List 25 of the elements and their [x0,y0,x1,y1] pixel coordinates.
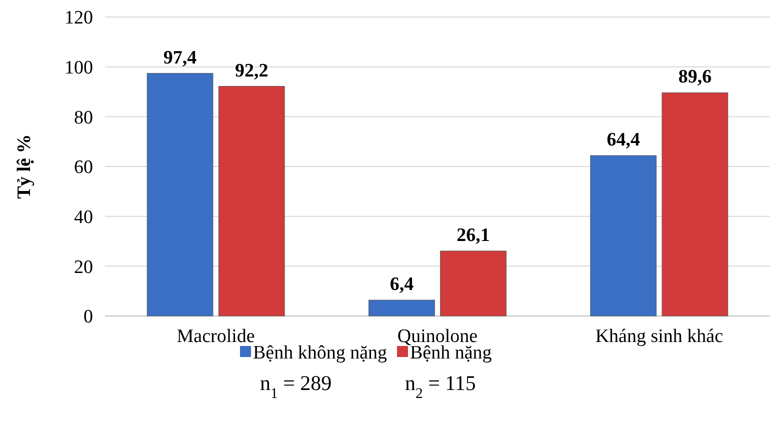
data-label: 6,4 [390,274,414,296]
bar [368,300,435,316]
bar [218,86,285,316]
bar [146,73,214,316]
text: n$_{1}$ = 289 [260,371,332,402]
y-axis-title: Tỷ lệ % [14,134,35,199]
y-tick-label: 120 [64,8,93,29]
y-tick-label: 0 [84,306,93,328]
data-label: 64,4 [606,130,640,151]
x-tick-label: Kháng sinh khác [595,326,724,347]
bar [440,250,506,316]
y-tick-label: 60 [74,157,93,178]
data-label: 26,1 [456,224,490,246]
legend-label: Bệnh không nặng [253,342,388,364]
y-tick-label: 40 [74,206,93,228]
text: n$_{2}$ = 115 [405,371,476,402]
data-label: 97,4 [163,47,198,68]
y-tick-label: 80 [74,107,93,128]
data-label: 92,2 [235,60,268,82]
x-tick-label: Macrolide [176,326,255,347]
bar [590,155,657,316]
y-tick-label: 20 [74,256,93,278]
y-tick-label: 100 [64,57,93,78]
data-label: 89,6 [678,66,712,88]
bar [662,92,728,316]
